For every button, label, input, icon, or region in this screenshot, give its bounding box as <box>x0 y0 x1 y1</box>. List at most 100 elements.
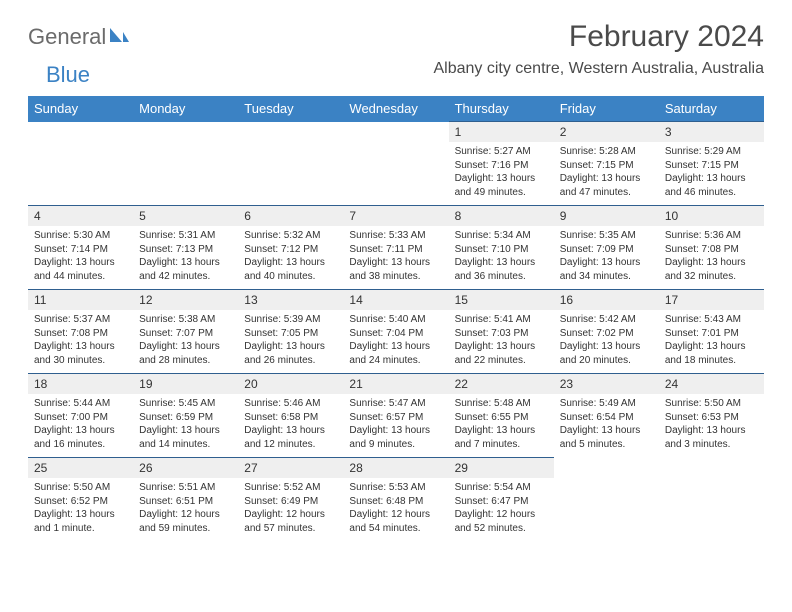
daylight-line: Daylight: 13 hours and 16 minutes. <box>34 424 127 451</box>
weekday-header: Thursday <box>449 96 554 122</box>
info-cell: Sunrise: 5:40 AMSunset: 7:04 PMDaylight:… <box>343 310 448 374</box>
date-cell: 1 <box>449 122 554 143</box>
date-cell: 12 <box>133 290 238 311</box>
weekday-header: Wednesday <box>343 96 448 122</box>
date-cell: 3 <box>659 122 764 143</box>
sunrise-line: Sunrise: 5:42 AM <box>560 313 653 327</box>
logo: General <box>28 24 132 50</box>
date-cell: 16 <box>554 290 659 311</box>
info-cell <box>659 478 764 541</box>
logo-text-general: General <box>28 24 106 50</box>
sunrise-line: Sunrise: 5:52 AM <box>244 481 337 495</box>
date-cell: 22 <box>449 374 554 395</box>
date-row: 18192021222324 <box>28 374 764 395</box>
weekday-header-row: SundayMondayTuesdayWednesdayThursdayFrid… <box>28 96 764 122</box>
sunset-line: Sunset: 6:53 PM <box>665 411 758 425</box>
calendar-page: General February 2024 Albany city centre… <box>0 0 792 561</box>
sunrise-line: Sunrise: 5:45 AM <box>139 397 232 411</box>
weekday-header: Saturday <box>659 96 764 122</box>
daylight-line: Daylight: 13 hours and 3 minutes. <box>665 424 758 451</box>
daylight-line: Daylight: 12 hours and 54 minutes. <box>349 508 442 535</box>
info-cell: Sunrise: 5:50 AMSunset: 6:52 PMDaylight:… <box>28 478 133 541</box>
sunset-line: Sunset: 7:07 PM <box>139 327 232 341</box>
date-cell: 17 <box>659 290 764 311</box>
daylight-line: Daylight: 13 hours and 30 minutes. <box>34 340 127 367</box>
page-title: February 2024 <box>433 20 764 54</box>
sail-icon <box>108 26 130 49</box>
sunset-line: Sunset: 6:59 PM <box>139 411 232 425</box>
sunset-line: Sunset: 7:09 PM <box>560 243 653 257</box>
daylight-line: Daylight: 13 hours and 22 minutes. <box>455 340 548 367</box>
sunrise-line: Sunrise: 5:38 AM <box>139 313 232 327</box>
daylight-line: Daylight: 13 hours and 47 minutes. <box>560 172 653 199</box>
sunset-line: Sunset: 7:15 PM <box>560 159 653 173</box>
weekday-header: Monday <box>133 96 238 122</box>
date-cell: 24 <box>659 374 764 395</box>
date-cell: 21 <box>343 374 448 395</box>
sunset-line: Sunset: 7:10 PM <box>455 243 548 257</box>
info-row: Sunrise: 5:44 AMSunset: 7:00 PMDaylight:… <box>28 394 764 458</box>
calendar-body: 123Sunrise: 5:27 AMSunset: 7:16 PMDaylig… <box>28 122 764 542</box>
sunrise-line: Sunrise: 5:44 AM <box>34 397 127 411</box>
sunset-line: Sunset: 7:02 PM <box>560 327 653 341</box>
date-cell: 23 <box>554 374 659 395</box>
date-cell <box>554 458 659 479</box>
date-cell: 28 <box>343 458 448 479</box>
weekday-header: Sunday <box>28 96 133 122</box>
sunset-line: Sunset: 7:13 PM <box>139 243 232 257</box>
sunset-line: Sunset: 7:08 PM <box>34 327 127 341</box>
date-cell <box>343 122 448 143</box>
date-cell: 19 <box>133 374 238 395</box>
info-cell: Sunrise: 5:28 AMSunset: 7:15 PMDaylight:… <box>554 142 659 206</box>
date-cell: 10 <box>659 206 764 227</box>
date-cell: 4 <box>28 206 133 227</box>
info-cell: Sunrise: 5:35 AMSunset: 7:09 PMDaylight:… <box>554 226 659 290</box>
daylight-line: Daylight: 13 hours and 34 minutes. <box>560 256 653 283</box>
date-cell: 27 <box>238 458 343 479</box>
sunrise-line: Sunrise: 5:50 AM <box>665 397 758 411</box>
logo-text-blue: Blue <box>46 62 90 88</box>
info-cell: Sunrise: 5:34 AMSunset: 7:10 PMDaylight:… <box>449 226 554 290</box>
daylight-line: Daylight: 13 hours and 5 minutes. <box>560 424 653 451</box>
sunrise-line: Sunrise: 5:36 AM <box>665 229 758 243</box>
sunset-line: Sunset: 7:16 PM <box>455 159 548 173</box>
daylight-line: Daylight: 13 hours and 24 minutes. <box>349 340 442 367</box>
daylight-line: Daylight: 13 hours and 44 minutes. <box>34 256 127 283</box>
date-cell: 25 <box>28 458 133 479</box>
info-row: Sunrise: 5:27 AMSunset: 7:16 PM Daylight:… <box>28 142 764 206</box>
sunrise-line: Sunrise: 5:27 AM <box>455 145 548 159</box>
daylight-line: Daylight: 12 hours and 57 minutes. <box>244 508 337 535</box>
date-cell: 13 <box>238 290 343 311</box>
info-cell: Sunrise: 5:49 AMSunset: 6:54 PMDaylight:… <box>554 394 659 458</box>
sunset-line: Sunset: 6:52 PM <box>34 495 127 509</box>
sunrise-line: Sunrise: 5:30 AM <box>34 229 127 243</box>
weekday-header: Friday <box>554 96 659 122</box>
date-cell: 8 <box>449 206 554 227</box>
info-cell: Sunrise: 5:43 AMSunset: 7:01 PMDaylight:… <box>659 310 764 374</box>
info-cell: Sunrise: 5:33 AMSunset: 7:11 PMDaylight:… <box>343 226 448 290</box>
sunset-line: Sunset: 6:51 PM <box>139 495 232 509</box>
info-cell <box>343 142 448 206</box>
sunrise-line: Sunrise: 5:33 AM <box>349 229 442 243</box>
info-cell: Sunrise: 5:44 AMSunset: 7:00 PMDaylight:… <box>28 394 133 458</box>
date-row: 123 <box>28 122 764 143</box>
date-cell: 20 <box>238 374 343 395</box>
sunset-line: Sunset: 7:03 PM <box>455 327 548 341</box>
date-cell: 29 <box>449 458 554 479</box>
info-cell: Sunrise: 5:36 AMSunset: 7:08 PMDaylight:… <box>659 226 764 290</box>
date-cell: 6 <box>238 206 343 227</box>
location-subtitle: Albany city centre, Western Australia, A… <box>433 60 764 78</box>
sunrise-line: Sunrise: 5:29 AM <box>665 145 758 159</box>
info-cell: Sunrise: 5:32 AMSunset: 7:12 PMDaylight:… <box>238 226 343 290</box>
sunrise-line: Sunrise: 5:43 AM <box>665 313 758 327</box>
sunrise-line: Sunrise: 5:50 AM <box>34 481 127 495</box>
info-cell: Sunrise: 5:54 AMSunset: 6:47 PMDaylight:… <box>449 478 554 541</box>
sunrise-line: Sunrise: 5:49 AM <box>560 397 653 411</box>
info-cell <box>238 142 343 206</box>
date-cell <box>133 122 238 143</box>
info-cell: Sunrise: 5:47 AMSunset: 6:57 PMDaylight:… <box>343 394 448 458</box>
daylight-line: Daylight: 12 hours and 52 minutes. <box>455 508 548 535</box>
date-cell: 7 <box>343 206 448 227</box>
sunrise-line: Sunrise: 5:53 AM <box>349 481 442 495</box>
daylight-line: Daylight: 13 hours and 9 minutes. <box>349 424 442 451</box>
